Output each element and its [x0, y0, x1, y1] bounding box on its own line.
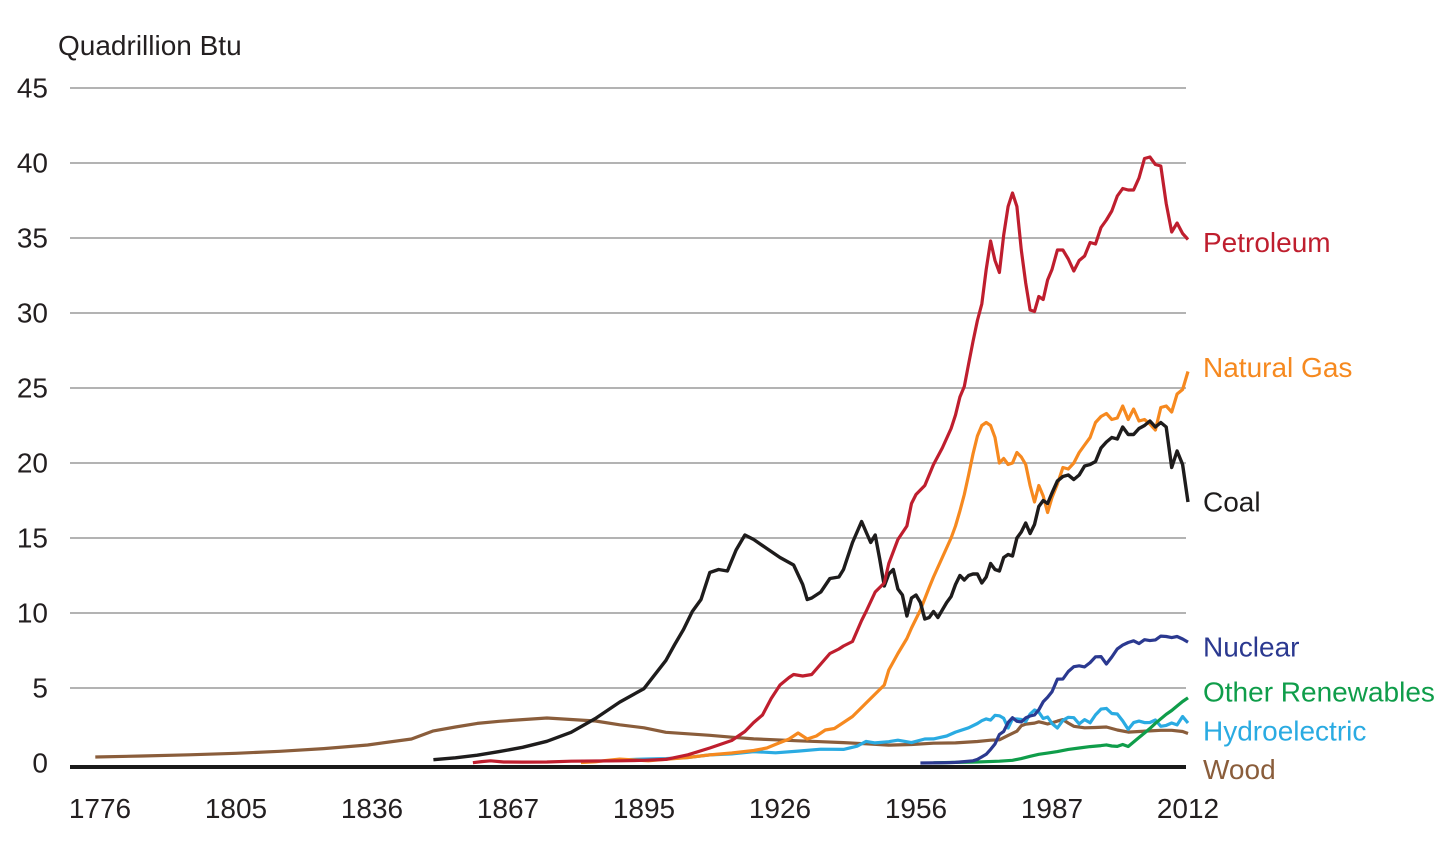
other-renewables-label: Other Renewables: [1203, 676, 1435, 707]
wood-line: [95, 716, 1189, 759]
nuclear-label: Nuclear: [1203, 632, 1299, 663]
y-tick-15: 15: [17, 523, 48, 554]
y-axis-unit-title: Quadrillion Btu: [58, 30, 242, 61]
petroleum-label: Petroleum: [1203, 227, 1331, 258]
y-tick-10: 10: [17, 598, 48, 629]
hydroelectric-label: Hydroelectric: [1203, 715, 1366, 746]
x-tick-1926: 1926: [749, 793, 811, 824]
y-tick-40: 40: [17, 148, 48, 179]
natural-gas-line: [580, 371, 1190, 765]
petroleum-line: [472, 155, 1190, 765]
x-tick-1895: 1895: [613, 793, 675, 824]
x-tick-1805: 1805: [205, 793, 267, 824]
y-tick-35: 35: [17, 223, 48, 254]
coal-line: [433, 419, 1190, 762]
x-tick-1987: 1987: [1021, 793, 1083, 824]
y-tick-0: 0: [32, 748, 48, 779]
y-tick-20: 20: [17, 448, 48, 479]
x-tick-2012: 2012: [1157, 793, 1219, 824]
x-tick-1836: 1836: [341, 793, 403, 824]
natural-gas-label: Natural Gas: [1203, 352, 1352, 383]
coal-label: Coal: [1203, 487, 1261, 518]
nuclear-line: [920, 634, 1189, 765]
y-tick-25: 25: [17, 373, 48, 404]
hydroelectric-line: [614, 706, 1190, 762]
y-tick-45: 45: [17, 73, 48, 104]
y-tick-5: 5: [32, 673, 48, 704]
wood-label: Wood: [1203, 754, 1276, 785]
y-tick-30: 30: [17, 298, 48, 329]
x-tick-1956: 1956: [885, 793, 947, 824]
x-tick-1867: 1867: [477, 793, 539, 824]
x-tick-1776: 1776: [69, 793, 131, 824]
other-renewables-line: [933, 696, 1189, 765]
